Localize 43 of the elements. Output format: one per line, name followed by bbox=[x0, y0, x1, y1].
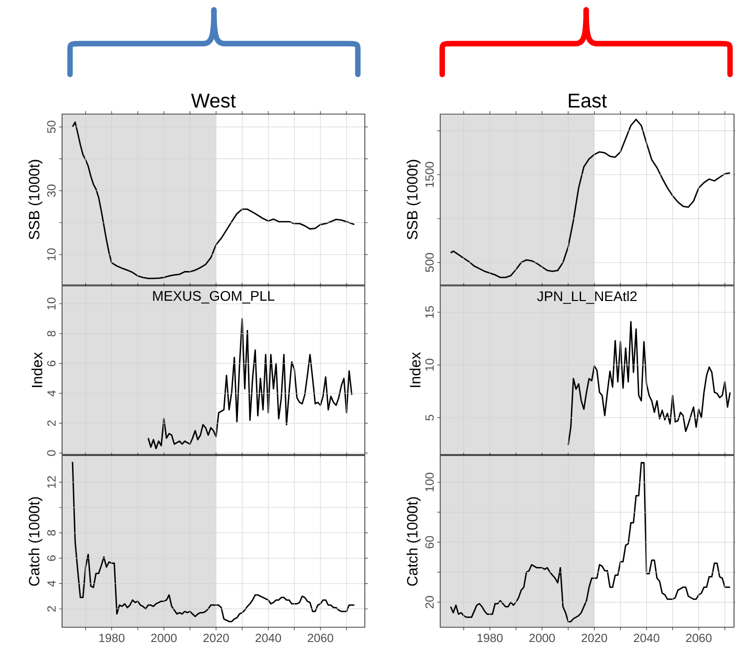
y-axis-title: Index bbox=[410, 352, 420, 387]
y-tick-label: 12 bbox=[47, 476, 56, 488]
x-tick-label: 2060 bbox=[686, 634, 712, 642]
y-tick-label: 20 bbox=[425, 596, 434, 608]
y-tick-label: 5 bbox=[425, 414, 434, 420]
chart-title: West bbox=[191, 94, 236, 108]
y-tick-label: 50 bbox=[47, 120, 56, 134]
y-tick-label: 4 bbox=[47, 580, 56, 587]
y-tick-label: 2 bbox=[47, 606, 56, 612]
y-axis-title: Catch (1000t) bbox=[406, 497, 420, 586]
y-tick-label: 1500 bbox=[425, 162, 434, 188]
y-tick-label: 500 bbox=[425, 253, 434, 272]
y-tick-label: 8 bbox=[47, 330, 56, 336]
x-tick-label: 2020 bbox=[582, 634, 608, 642]
x-tick-label: 2040 bbox=[256, 634, 282, 642]
x-tick-label: 2020 bbox=[203, 634, 229, 642]
x-tick-label: 2000 bbox=[151, 634, 177, 642]
y-tick-label: 30 bbox=[47, 184, 56, 197]
y-axis-title: SSB (1000t) bbox=[28, 160, 42, 240]
y-tick-label: 100 bbox=[425, 472, 434, 492]
y-tick-label: 6 bbox=[47, 555, 56, 561]
y-axis-title: SSB (1000t) bbox=[406, 160, 420, 240]
y-tick-label: 4 bbox=[47, 390, 56, 396]
x-tick-label: 1980 bbox=[99, 634, 124, 642]
x-tick-label: 2000 bbox=[529, 634, 555, 642]
x-tick-label: 1980 bbox=[478, 634, 503, 642]
y-tick-label: 60 bbox=[425, 536, 434, 548]
y-axis-title: Catch (1000t) bbox=[28, 497, 42, 586]
y-tick-label: 0 bbox=[47, 450, 56, 456]
line-series bbox=[148, 318, 352, 450]
chart-title: East bbox=[568, 94, 607, 108]
annotation: MEXUS_GOM_PLL bbox=[153, 290, 274, 304]
y-tick-label: 8 bbox=[47, 530, 56, 536]
y-tick-label: 10 bbox=[47, 298, 56, 310]
x-tick-label: 2040 bbox=[634, 634, 660, 642]
y-tick-label: 2 bbox=[47, 420, 56, 426]
x-tick-label: 2060 bbox=[308, 634, 334, 642]
annotation: JPN_LL_NEAtl2 bbox=[537, 290, 637, 304]
y-tick-label: 6 bbox=[47, 360, 56, 366]
y-tick-label: 10 bbox=[425, 358, 434, 371]
y-axis-title: Index bbox=[31, 352, 42, 387]
y-tick-label: 10 bbox=[47, 248, 56, 260]
y-tick-label: 15 bbox=[425, 306, 434, 318]
